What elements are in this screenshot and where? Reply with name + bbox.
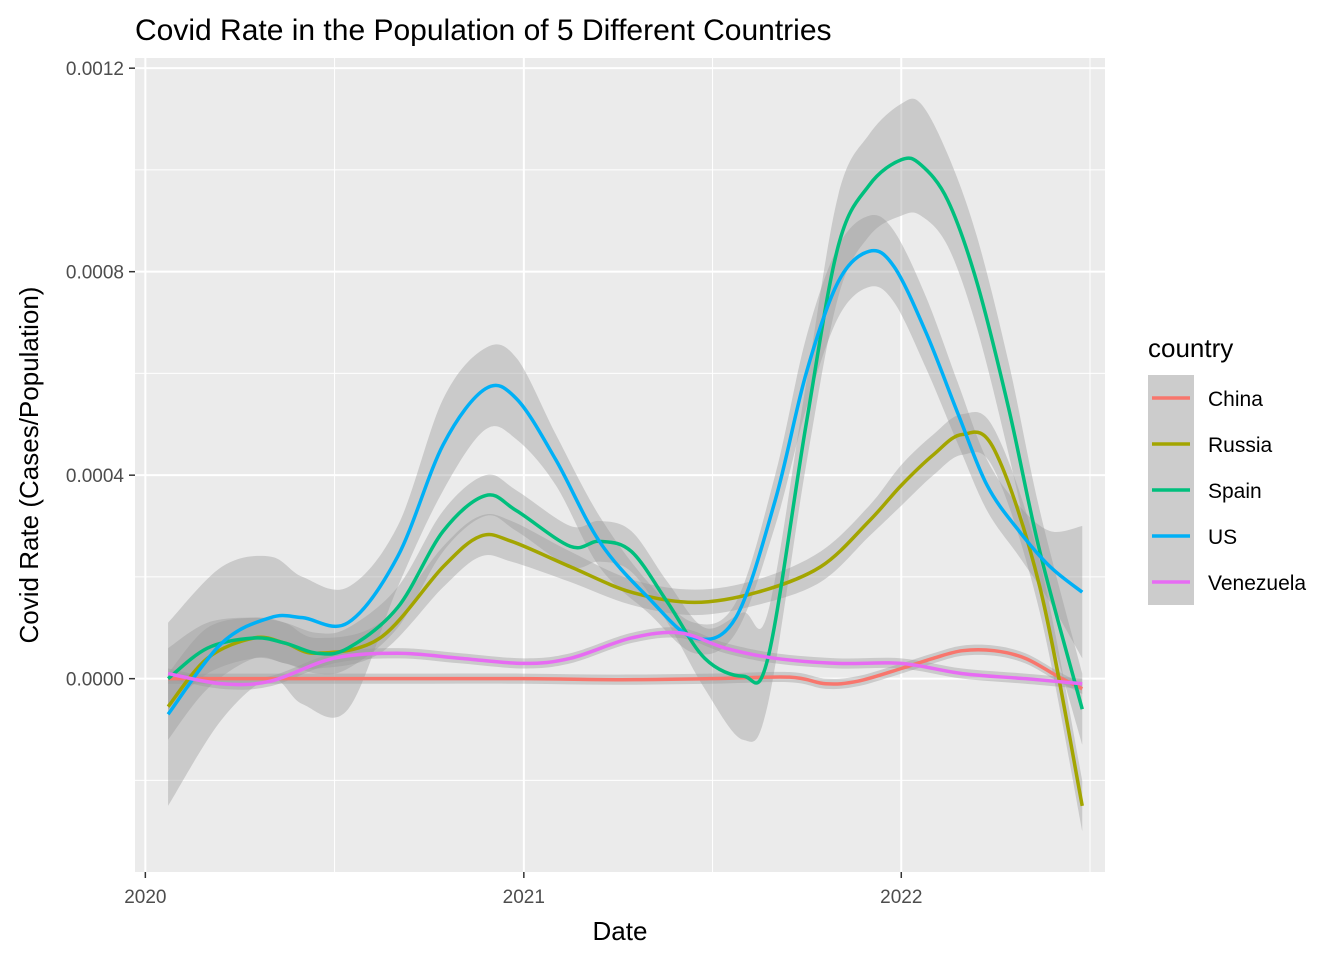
- y-axis: 0.0000 0.0004 0.0008 0.0012: [66, 59, 135, 691]
- legend-title: country: [1148, 333, 1233, 363]
- legend-label-venezuela: Venezuela: [1208, 572, 1306, 595]
- legend-keys: China Russia Spain US Venezuela: [1148, 375, 1306, 605]
- x-axis: 2020 2021 2022: [124, 872, 922, 908]
- x-tick-label: 2021: [503, 887, 545, 908]
- x-tick-label: 2020: [124, 887, 166, 908]
- minor-gridlines: [135, 58, 1105, 872]
- plot-panel: [135, 58, 1105, 872]
- legend-label-russia: Russia: [1208, 434, 1273, 457]
- series-lines: [166, 156, 1084, 807]
- series-line-spain: [166, 156, 1084, 710]
- series-line-venezuela: [167, 630, 1083, 687]
- legend-label-us: US: [1208, 526, 1237, 549]
- x-tick-label: 2022: [880, 887, 922, 908]
- legend-label-china: China: [1208, 388, 1263, 411]
- y-tick-label: 0.0012: [66, 59, 124, 80]
- legend: country China Russia Spain US Venezuela: [1148, 333, 1306, 605]
- legend-label-spain: Spain: [1208, 480, 1262, 503]
- x-axis-title: Date: [593, 916, 648, 946]
- y-axis-title: Covid Rate (Cases/Population): [14, 287, 44, 644]
- y-tick-label: 0.0004: [66, 466, 125, 487]
- series-line-china: [168, 647, 1084, 691]
- confidence-band-russia: [168, 412, 1083, 832]
- major-gridlines: [135, 58, 1105, 872]
- y-tick-label: 0.0000: [66, 670, 124, 691]
- y-tick-label: 0.0008: [66, 263, 124, 284]
- chart-title: Covid Rate in the Population of 5 Differ…: [135, 14, 832, 47]
